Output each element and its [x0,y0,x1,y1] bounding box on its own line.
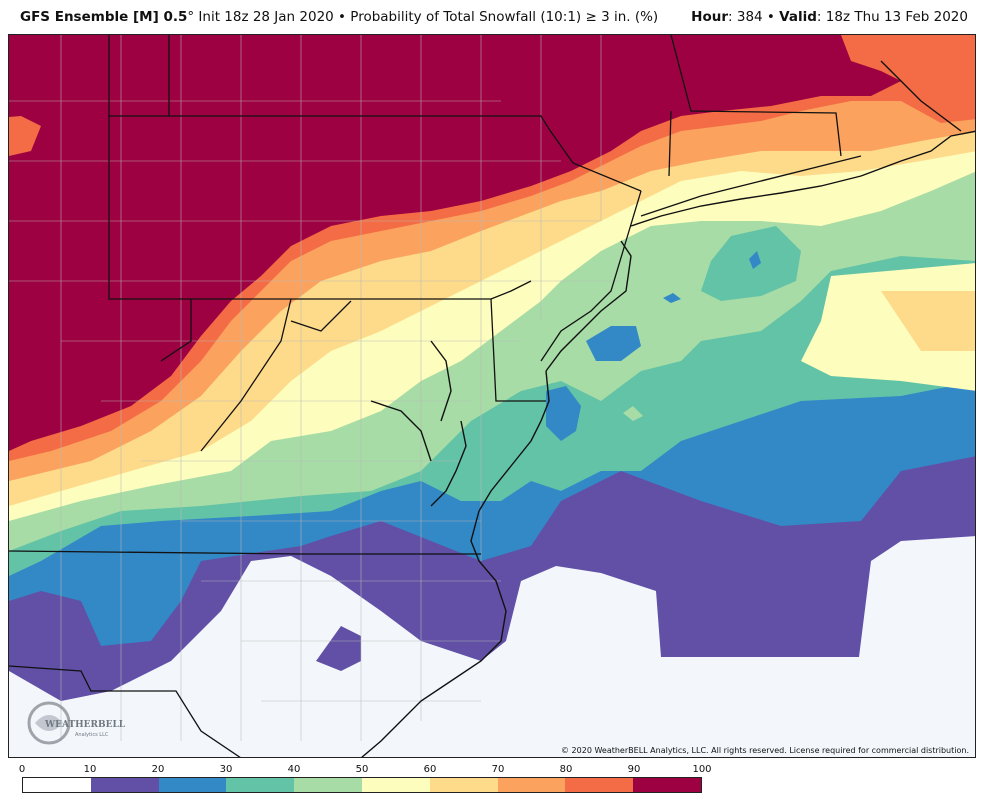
legend-tick-label: 100 [692,764,712,775]
legend-tick-label: 50 [355,764,369,775]
legend-labels: 0 10 20 30 40 50 60 70 80 90 100 [18,764,712,776]
county-lines [9,35,621,741]
prob-blob-blue-wv [96,549,171,611]
svg-text:WEATHERBELL: WEATHERBELL [44,720,125,730]
title-right: Hour: 384 • Valid: 18z Thu 13 Feb 2020 [691,0,968,34]
prob-blob-blue-ocean [749,251,761,269]
legend-swatch [565,778,634,792]
state-boundaries [9,35,842,757]
title-left: GFS Ensemble [M] 0.5° Init 18z 28 Jan 20… [20,0,658,34]
legend-swatch [158,778,227,792]
legend-swatch [226,778,295,792]
legend-swatch [23,778,91,792]
legend-swatch [90,778,159,792]
prob-band-90-100 [9,35,901,451]
prob-blob-purple-coast [456,591,479,629]
legend-tick-label: 40 [287,764,301,775]
model-name: GFS Ensemble [M] 0.5 [20,9,188,25]
prob-blob-purple-nc [316,626,361,671]
copyright-text: © 2020 WeatherBELL Analytics, LLC. All r… [561,746,969,755]
logo-swirl-icon: WEATHERBELL Analytics LLC [27,701,126,745]
valid-label: Valid [779,9,817,25]
valid-value: : 18z Thu 13 Feb 2020 [816,9,968,25]
prob-blob-green-sea [623,406,643,421]
legend-tick-label: 60 [423,764,437,775]
prob-blob-blue-de [546,386,581,441]
legend-tick-label: 20 [151,764,165,775]
legend-tick-label: 80 [559,764,573,775]
legend-swatch [429,778,498,792]
hour-label: Hour [691,9,729,25]
legend-tick-label: 70 [491,764,505,775]
legend-swatch [294,778,362,792]
legend-colorbar [22,777,702,793]
prob-band-east-orange [881,291,975,351]
prob-blob-blue-nj [586,326,641,361]
degree-symbol: ° [187,9,195,25]
hour-value: : 384 • [728,9,780,25]
snowfall-probability-map [9,35,975,757]
legend-swatch [633,778,701,792]
legend-swatch [361,778,430,792]
legend-tick-label: 90 [627,764,641,775]
legend-tick-label: 0 [18,764,26,775]
legend-swatch [497,778,566,792]
legend-tick-label: 30 [219,764,233,775]
map-panel: WEATHERBELL Analytics LLC © 2020 Weather… [8,34,976,758]
legend-tick-label: 10 [83,764,97,775]
map-header: GFS Ensemble [M] 0.5° Init 18z 28 Jan 20… [0,0,984,34]
svg-text:Analytics LLC: Analytics LLC [75,732,109,738]
coastline [361,60,975,757]
init-text: Init 18z 28 Jan 2020 • Probability of To… [194,9,659,25]
prob-blob-blue-pa [663,293,681,303]
weatherbell-logo: WEATHERBELL Analytics LLC [25,699,126,747]
